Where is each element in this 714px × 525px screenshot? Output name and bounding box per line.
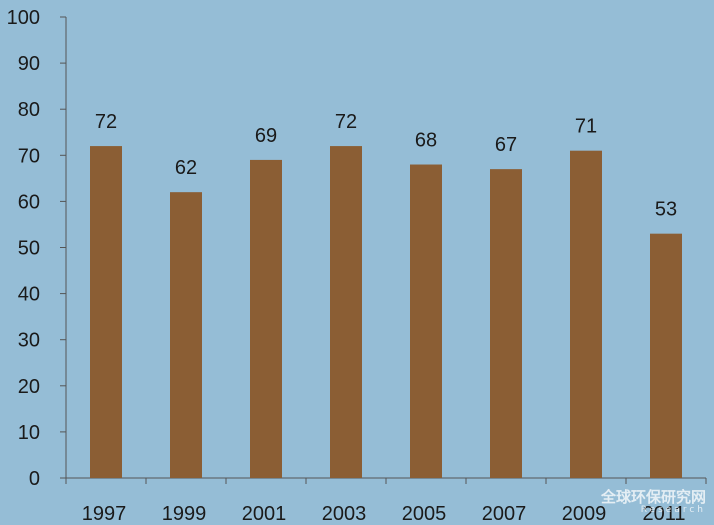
bar (170, 192, 202, 478)
data-label: 67 (495, 134, 517, 156)
x-tick-label: 2003 (322, 503, 367, 525)
y-tick-label: 60 (18, 191, 40, 213)
y-tick-label: 20 (18, 376, 40, 398)
bar (410, 164, 442, 478)
data-label: 69 (255, 125, 277, 147)
y-tick-label: 10 (18, 422, 40, 444)
x-tick-label: 2009 (562, 503, 607, 525)
y-tick-label: 100 (7, 7, 40, 29)
y-tick-label: 0 (29, 468, 40, 490)
bar (330, 146, 362, 478)
bar (650, 233, 682, 478)
data-label: 62 (175, 157, 197, 179)
y-tick-label: 90 (18, 53, 40, 75)
x-tick-label: 1997 (82, 503, 127, 525)
x-tick-label: 2001 (242, 503, 287, 525)
y-tick-label: 50 (18, 238, 40, 260)
data-label: 72 (95, 111, 117, 133)
bar (250, 159, 282, 478)
y-tick-label: 80 (18, 99, 40, 121)
x-tick-label: 2007 (482, 503, 527, 525)
data-label: 71 (575, 116, 597, 138)
bar (90, 146, 122, 478)
y-tick-label: 70 (18, 145, 40, 167)
x-tick-label: 2005 (402, 503, 447, 525)
data-label: 68 (415, 130, 437, 152)
watermark-subtext: Research (640, 505, 706, 515)
x-tick-label: 2011 (642, 503, 685, 525)
y-tick-label: 30 (18, 330, 40, 352)
watermark: 全球环保研究网 Research (601, 486, 706, 515)
y-tick-label: 40 (18, 284, 40, 306)
data-label: 72 (335, 111, 357, 133)
data-label: 53 (655, 199, 677, 221)
bar (570, 150, 602, 478)
watermark-text: 全球环保研究网 (600, 488, 706, 506)
bar (490, 169, 522, 478)
x-tick-label: 1999 (162, 503, 207, 525)
